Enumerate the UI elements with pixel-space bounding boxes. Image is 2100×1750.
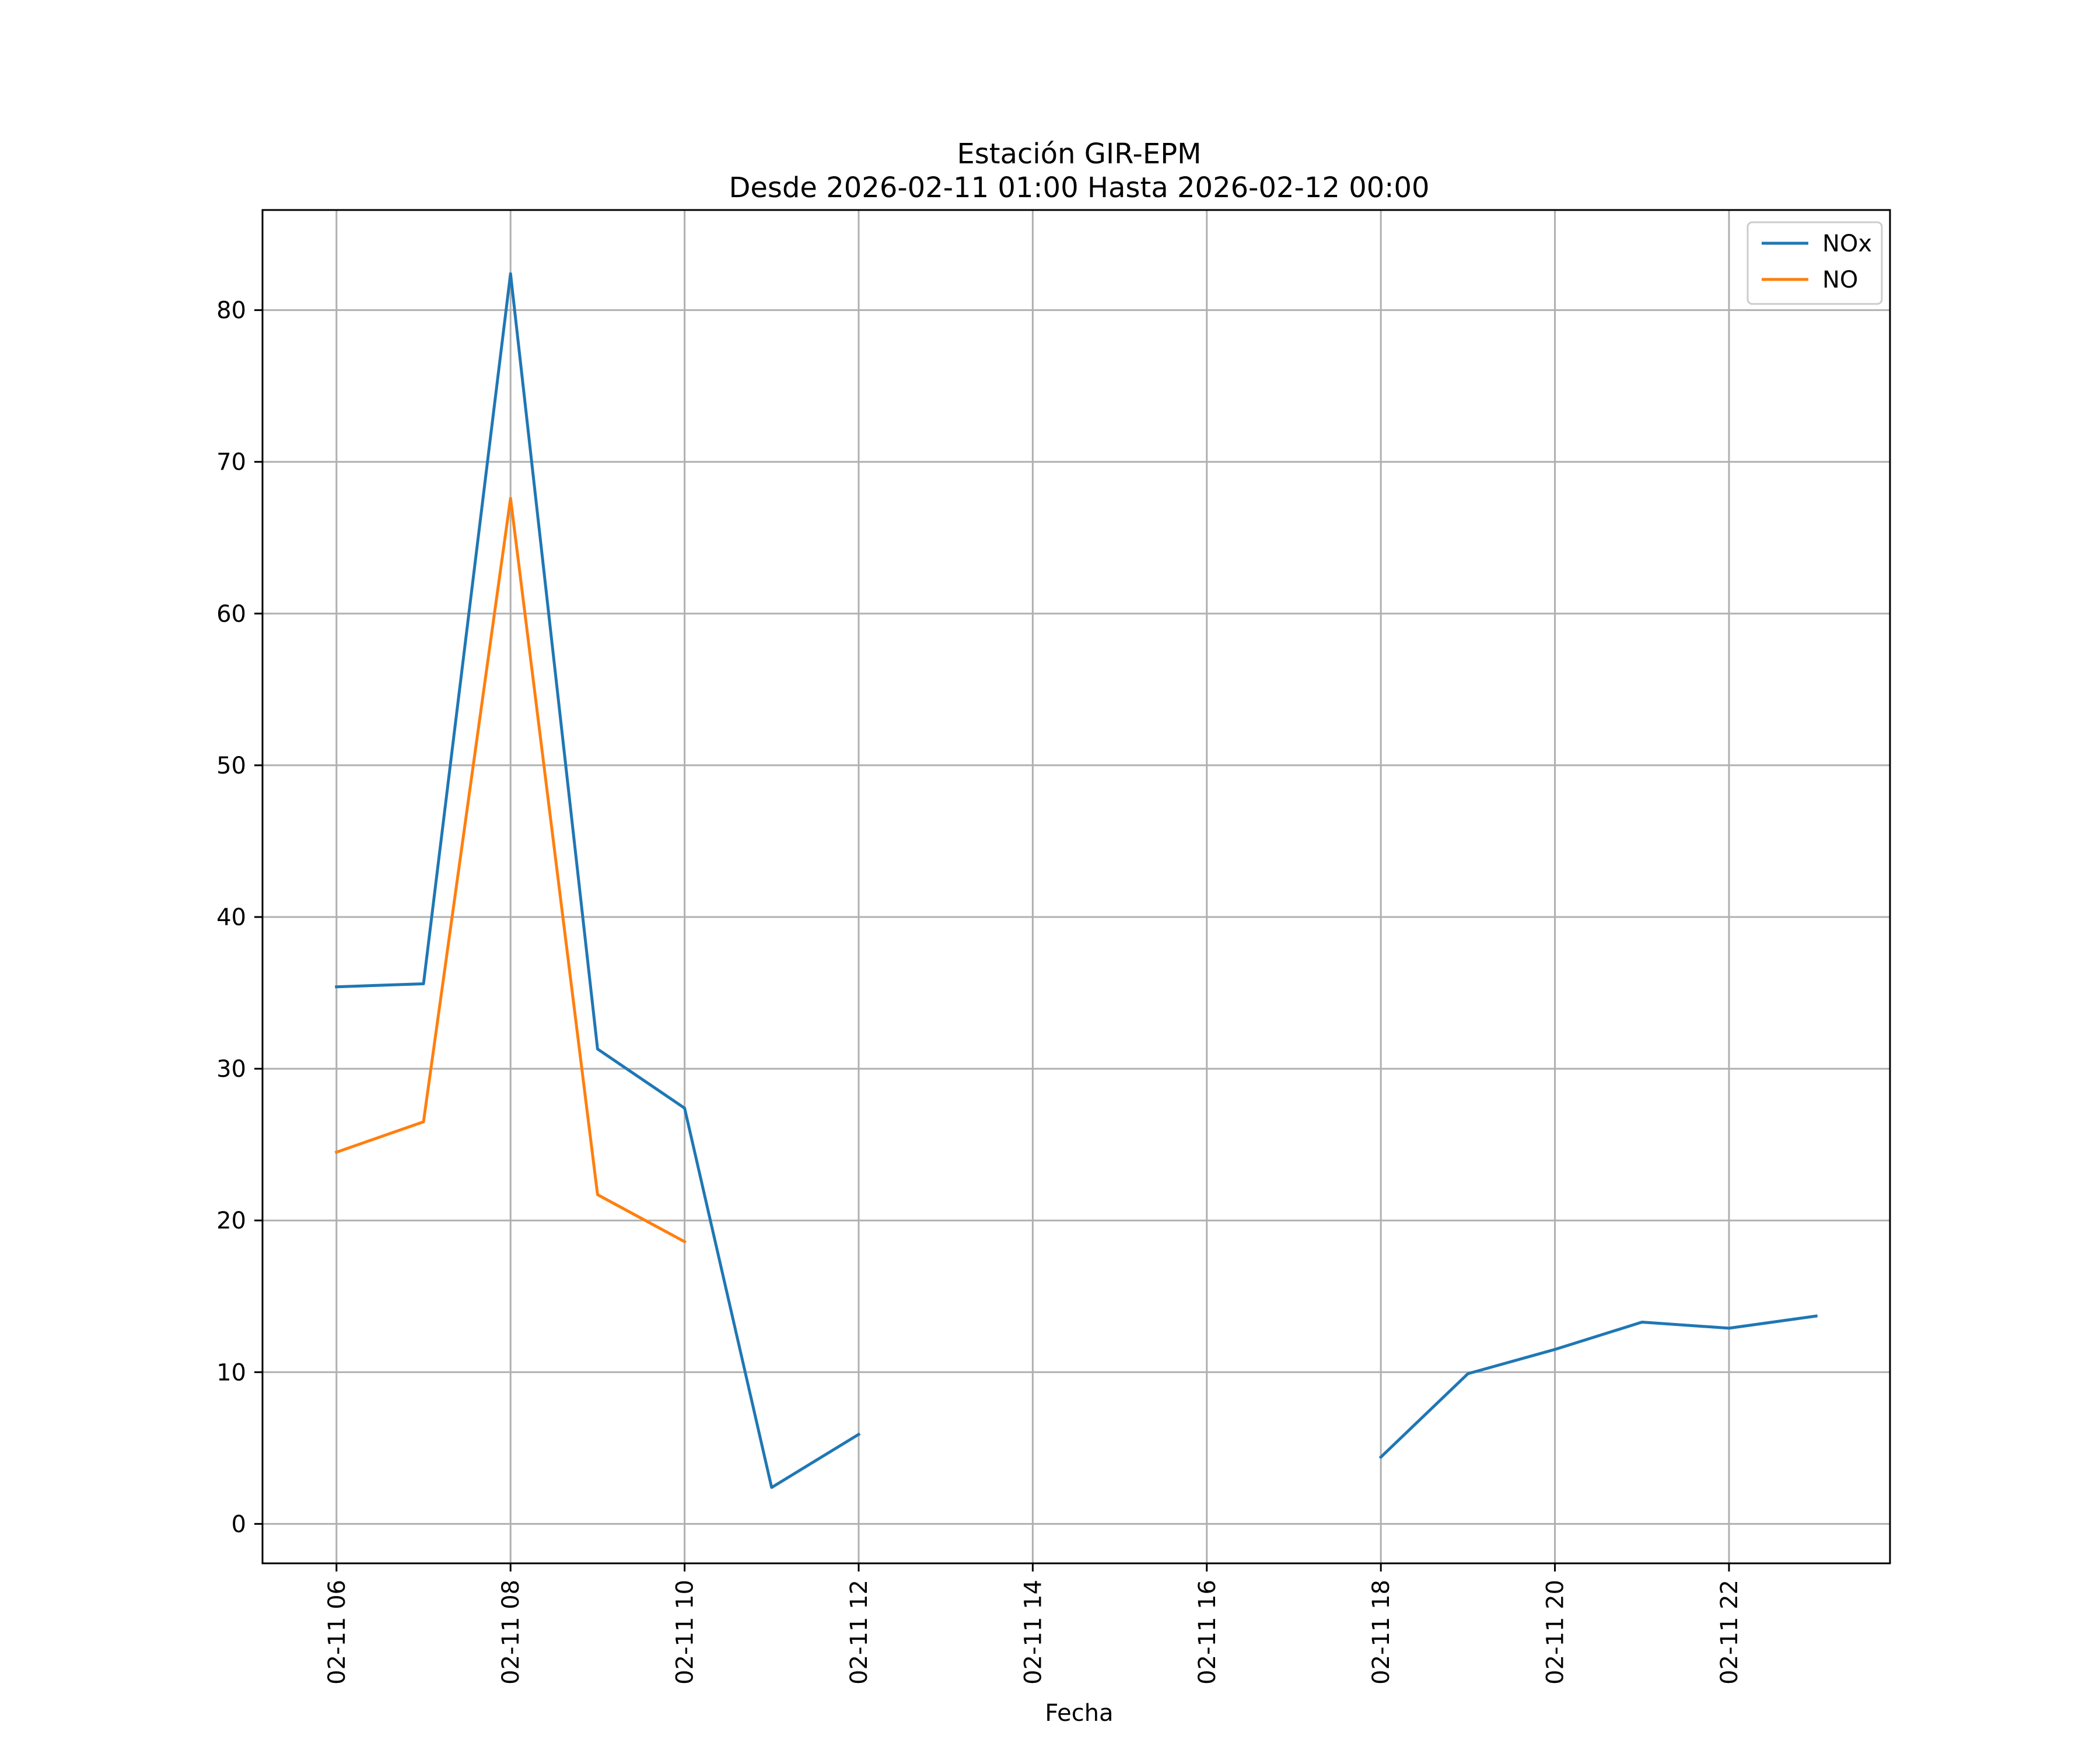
y-tick-label: 10 — [216, 1359, 246, 1386]
series-line-nox — [335, 272, 861, 1489]
grid — [262, 210, 1890, 1563]
y-axis: 0 10 20 30 40 50 60 70 80 — [216, 298, 262, 1538]
x-tick-label: 02-11 06 — [324, 1580, 351, 1685]
y-tick-label: 30 — [216, 1056, 246, 1083]
legend: NOx NO — [1746, 221, 1883, 305]
y-tick-label: 50 — [216, 752, 246, 779]
x-tick-label: 02-11 20 — [1542, 1580, 1569, 1685]
x-axis-label: Fecha — [1045, 1700, 1113, 1727]
x-tick-label: 02-11 16 — [1194, 1580, 1221, 1685]
x-axis: 02-11 06 02-11 08 02-11 10 02-11 12 02-11 14… — [324, 1563, 1743, 1685]
series-nox — [335, 272, 1818, 1489]
x-tick-label: 02-11 12 — [846, 1580, 873, 1685]
x-tick-label: 02-11 18 — [1368, 1580, 1395, 1685]
x-tick-label: 02-11 22 — [1716, 1580, 1743, 1685]
y-tick-label: 60 — [216, 601, 246, 628]
series-line-no — [334, 496, 687, 1244]
chart-title: Estación GIR-EPM — [957, 138, 1201, 170]
y-tick-label: 0 — [232, 1511, 246, 1538]
x-tick-label: 02-11 14 — [1020, 1580, 1046, 1685]
series-no — [334, 496, 687, 1244]
y-tick-label: 40 — [216, 904, 246, 931]
x-tick-label: 02-11 08 — [498, 1580, 524, 1685]
series-layer — [334, 272, 1818, 1489]
series-line-nox — [1378, 1314, 1818, 1460]
y-tick-label: 70 — [216, 449, 246, 476]
plot-frame — [261, 209, 1891, 1564]
y-tick-label: 20 — [216, 1208, 246, 1234]
chart-subtitle: Desde 2026-02-11 01:00 Hasta 2026-02-12 … — [729, 172, 1429, 204]
legend-label-nox: NOx — [1822, 230, 1872, 257]
x-tick-label: 02-11 10 — [672, 1580, 699, 1685]
legend-label-no: NO — [1822, 267, 1858, 293]
y-tick-label: 80 — [216, 298, 246, 324]
